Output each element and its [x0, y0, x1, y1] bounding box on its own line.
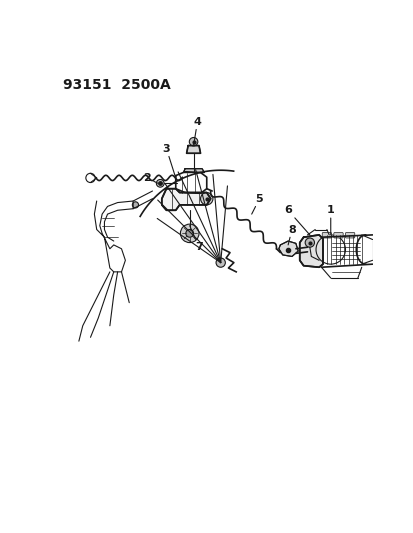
- Circle shape: [185, 230, 193, 237]
- Circle shape: [180, 224, 199, 243]
- Text: 2: 2: [143, 173, 157, 183]
- Polygon shape: [278, 241, 297, 256]
- Circle shape: [304, 238, 314, 247]
- Circle shape: [156, 180, 164, 187]
- Text: 93151  2500A: 93151 2500A: [62, 78, 170, 92]
- Text: 6: 6: [283, 205, 309, 235]
- Circle shape: [132, 202, 138, 208]
- FancyBboxPatch shape: [344, 232, 354, 238]
- Circle shape: [200, 192, 212, 205]
- Polygon shape: [299, 235, 322, 267]
- Polygon shape: [183, 168, 204, 173]
- FancyBboxPatch shape: [321, 232, 331, 238]
- Circle shape: [189, 138, 197, 146]
- Text: 5: 5: [251, 193, 263, 214]
- Text: 8: 8: [287, 224, 295, 245]
- Polygon shape: [186, 146, 200, 154]
- Text: 1: 1: [326, 205, 334, 235]
- Text: 7: 7: [189, 225, 202, 252]
- FancyBboxPatch shape: [333, 232, 342, 238]
- Text: 4: 4: [193, 117, 201, 146]
- Circle shape: [216, 258, 225, 267]
- Polygon shape: [161, 189, 210, 210]
- Text: 3: 3: [162, 144, 176, 178]
